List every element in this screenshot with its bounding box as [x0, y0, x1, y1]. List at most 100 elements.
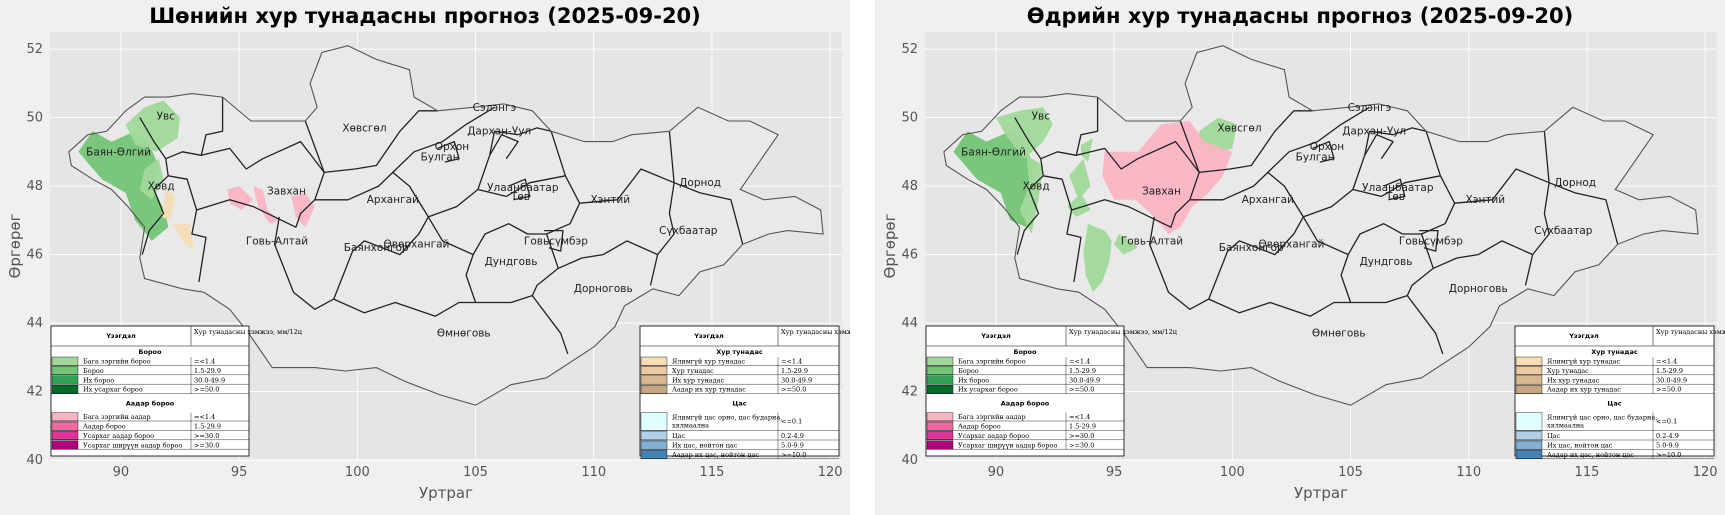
- aimag-boundary: [1014, 117, 1044, 255]
- legend-value: >=10.0: [1656, 451, 1681, 459]
- aimag-boundary: [1040, 97, 1099, 160]
- legend-label: Усархаг аадар бороо: [83, 432, 154, 440]
- map-panel-night: Шөнийн хур тунадасны прогноз (2025-09-20…: [0, 0, 850, 515]
- legend-swatch: [926, 431, 954, 440]
- y-tick-label: 42: [26, 385, 43, 400]
- region-label: Өмнөговь: [437, 328, 491, 340]
- precip-area-rain-light: [1083, 223, 1112, 293]
- legend-swatch: [1515, 375, 1543, 385]
- region-label: Булган: [421, 151, 460, 163]
- aimag-boundary: [273, 171, 429, 310]
- country-fill: [943, 45, 1699, 406]
- legend-swatch: [640, 375, 668, 385]
- aimag-boundary: [1312, 140, 1335, 163]
- legend-label: Аадар бороо: [958, 423, 1001, 431]
- legend-swatch: [926, 366, 954, 375]
- region-label: Дундговь: [485, 256, 538, 268]
- y-tick-label: 46: [901, 248, 918, 263]
- legend-section-precip: Хур тунадас: [716, 348, 763, 356]
- legend-swatch: [640, 356, 668, 366]
- aimag-boundary: [139, 117, 169, 255]
- legend-value: <=0.1: [1656, 418, 1677, 426]
- aimag-boundary: [465, 233, 559, 304]
- legend-value: >=10.0: [781, 451, 806, 459]
- legend-value: >=30.0: [194, 441, 219, 449]
- legend-value: 30.0-49.9: [194, 376, 225, 384]
- legend-value: 1.5-29.9: [1069, 423, 1096, 431]
- legend-swatch: [1515, 412, 1543, 431]
- legend-right: Үзэгдэл Хур тунадасны хэмжээ, мм/12ц Хур т…: [639, 325, 850, 459]
- region-label: Баянхонгор: [344, 242, 409, 254]
- legend-label: Цас: [1547, 432, 1561, 440]
- legend-swatch: [51, 356, 79, 366]
- legend-label: Их цас, нойтон цас: [1547, 442, 1613, 450]
- legend-frame: [1514, 325, 1715, 457]
- legend-label-line: Ялимгүй цас орно, цас бударна,: [672, 414, 782, 422]
- legend-swatch: [51, 421, 79, 431]
- precip-area-rain-light: [125, 100, 180, 152]
- legend-header-amount: Хур тунадасны хэмжээ, мм/12ц: [1069, 328, 1177, 336]
- aimag-boundary: [1543, 131, 1619, 245]
- region-label: Баян-Өлгий: [961, 146, 1026, 158]
- legend-label: Их бороо: [83, 376, 114, 384]
- region-label: Баянхонгор: [1219, 242, 1284, 254]
- legend-label: Бага зэргийн бороо: [958, 358, 1026, 366]
- legend-value: >=30.0: [1069, 441, 1094, 449]
- legend-label: Их хур тунадас: [1547, 376, 1600, 384]
- map-title: Шөнийн хур тунадасны прогноз (2025-09-20…: [149, 4, 701, 28]
- region-label: Сүхбаатар: [659, 225, 718, 237]
- legend-swatch: [640, 412, 668, 431]
- region-label: Завхан: [267, 186, 306, 198]
- x-tick-label: 120: [818, 465, 843, 480]
- precip-area-rain-light: [1066, 192, 1091, 217]
- x-tick-label: 95: [1106, 465, 1123, 480]
- region-label: Орхон: [435, 141, 469, 153]
- legend-value: 1.5-29.9: [194, 423, 221, 431]
- region-label: Дорноговь: [1449, 283, 1508, 295]
- region-label: Өмнөговь: [1312, 328, 1366, 340]
- legend-left: Үзэгдэл Хур тунадасны хэмжээ, мм/12ц Бороо…: [50, 325, 302, 457]
- legend-value: =<1.4: [1656, 358, 1677, 366]
- legend-label: Бороо: [958, 367, 979, 375]
- legend-label: Бага зэргийн бороо: [83, 358, 151, 366]
- region-label: Төв: [510, 191, 530, 203]
- y-tick-label: 52: [901, 42, 918, 57]
- precip-area-rain-light: [139, 158, 164, 200]
- y-tick-label: 40: [26, 453, 43, 468]
- aimag-boundary: [1179, 110, 1313, 174]
- region-label: Булган: [1296, 151, 1335, 163]
- x-tick-label: 110: [1456, 465, 1481, 480]
- legend-label: Цас: [672, 432, 686, 440]
- legend-swatch: [1515, 356, 1543, 366]
- legend-swatch: [1515, 385, 1543, 394]
- legend-label: Усархаг аадар бороо: [958, 432, 1029, 440]
- aimag-boundary: [1383, 178, 1406, 201]
- legend-value: 1.5-29.9: [194, 367, 221, 375]
- legend-swatch: [926, 385, 954, 394]
- region-label: Баян-Өлгий: [86, 146, 151, 158]
- forecast-map-day: 90 95 100 105 110 115 120 40 42 44 46 48 50 52 Увс Баян…: [881, 32, 1725, 502]
- legend-label: Ялимгүй цас орно, цас бударна, хялмаална: [672, 414, 782, 430]
- precip-area-rain-light: [1081, 138, 1093, 163]
- region-label: Сэлэнгэ: [473, 102, 517, 114]
- legend-label: Бороо: [83, 367, 104, 375]
- region-label: Улаанбаатар: [1362, 182, 1434, 194]
- legend-value: =<1.4: [781, 358, 802, 366]
- legend-value: 5.0-9.9: [781, 442, 804, 450]
- legend-swatch: [926, 412, 954, 422]
- legend-label: Аадар бороо: [83, 423, 126, 431]
- y-tick-label: 40: [901, 453, 918, 468]
- legend-label: Хур тунадас: [1547, 367, 1589, 375]
- map-title: Өдрийн хур тунадасны прогноз (2025-09-20…: [1026, 4, 1574, 28]
- legend-value: 5.0-9.9: [1656, 442, 1679, 450]
- precip-area-precip-light: [161, 189, 176, 221]
- aimag-boundary: [489, 134, 519, 160]
- legend-value: =<1.4: [194, 413, 215, 421]
- region-label: Дархан-Уул: [1342, 126, 1406, 138]
- legend-section-shower: Аадар бороо: [126, 400, 175, 408]
- legend-value: 30.0-49.9: [1656, 376, 1687, 384]
- legend-frame: [639, 325, 840, 457]
- aimag-boundary: [1454, 168, 1550, 286]
- legend-label: Их усархаг бороо: [83, 386, 143, 394]
- region-label: Өвөрхангай: [384, 239, 450, 251]
